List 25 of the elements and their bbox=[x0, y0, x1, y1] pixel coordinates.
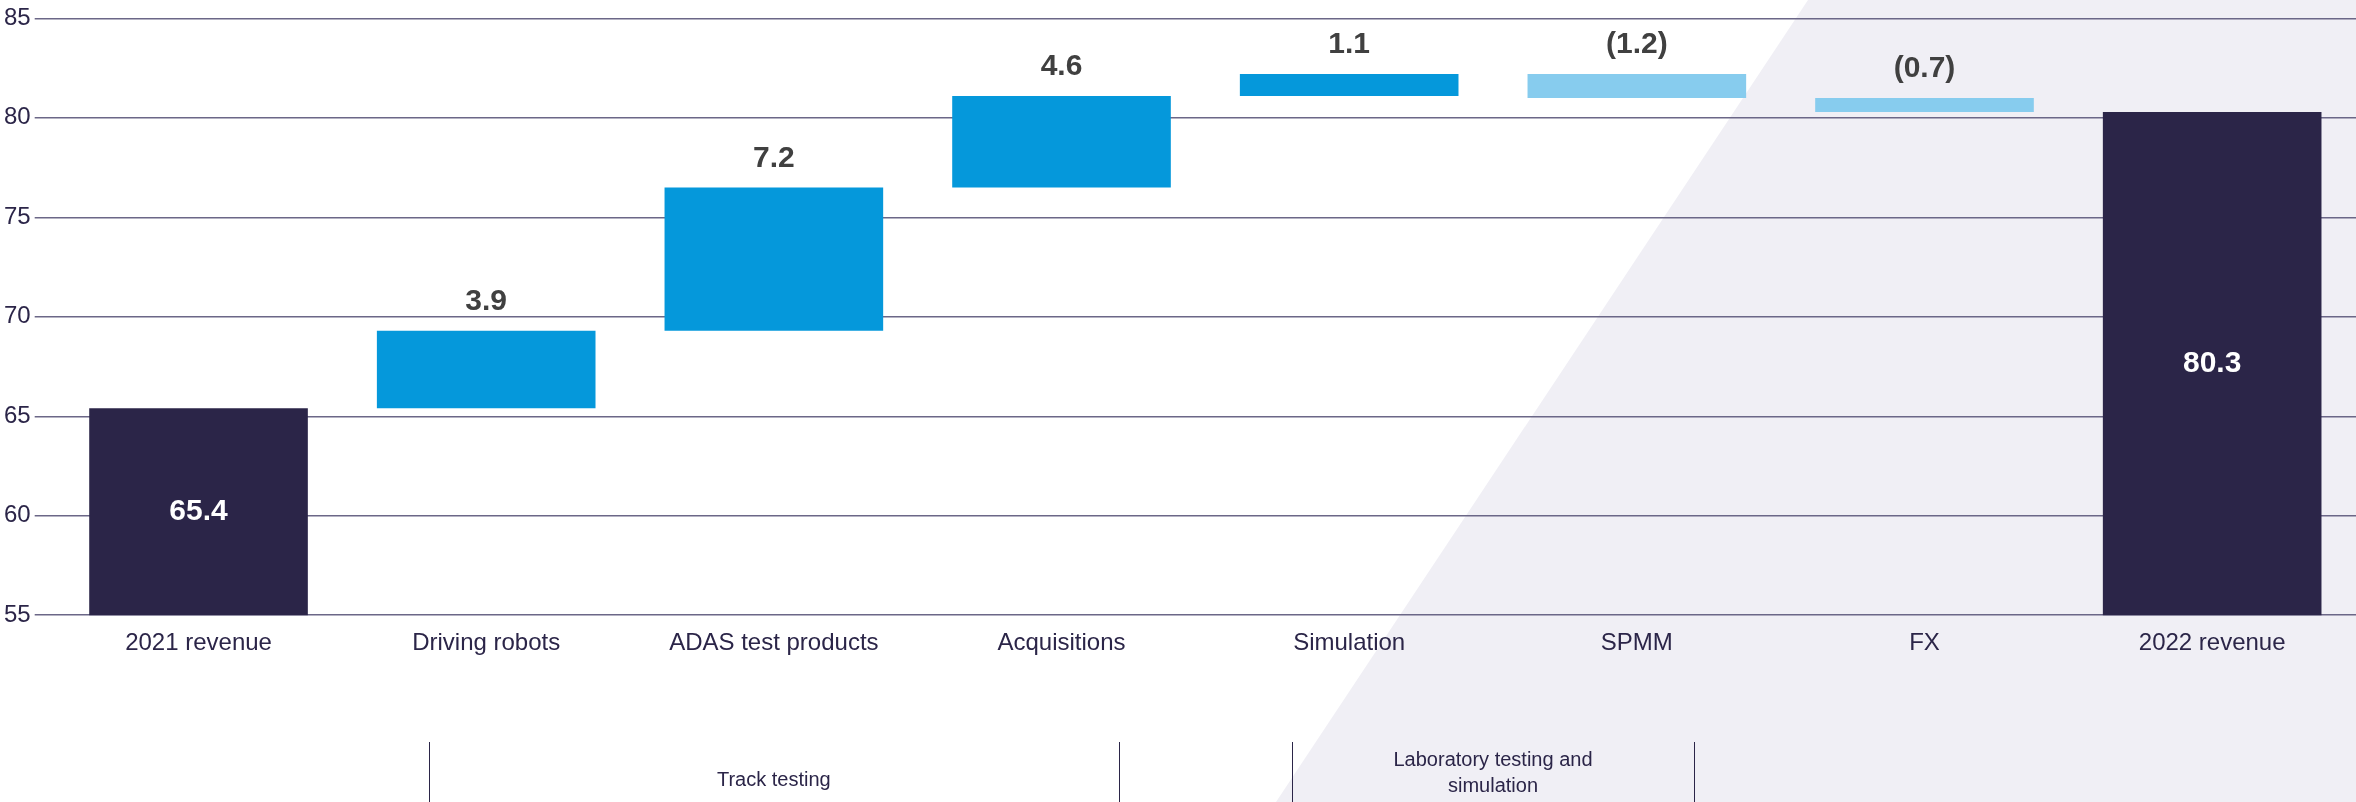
y-tick-label: 60 bbox=[3, 500, 31, 528]
y-tick-label: 55 bbox=[3, 599, 31, 627]
x-tick-label: SPMM bbox=[1600, 628, 1673, 656]
data-label: 7.2 bbox=[752, 139, 795, 173]
x-tick-label: FX bbox=[1909, 628, 1940, 656]
x-tick-label: Driving robots bbox=[412, 628, 561, 656]
data-label: 3.9 bbox=[465, 282, 508, 316]
y-tick-label: 70 bbox=[3, 301, 31, 329]
data-label: (0.7) bbox=[1893, 50, 1956, 84]
y-tick-label: 80 bbox=[3, 102, 31, 130]
x-tick-label: ADAS test products bbox=[669, 628, 879, 656]
data-label: 80.3 bbox=[2182, 344, 2242, 378]
text: Laboratory testing and simulation bbox=[1392, 747, 1594, 798]
text: Track testing bbox=[715, 767, 832, 792]
y-tick-label: 85 bbox=[3, 3, 31, 31]
y-tick-label: 75 bbox=[3, 201, 31, 229]
data-label: (1.2) bbox=[1606, 26, 1668, 60]
data-label: 65.4 bbox=[169, 493, 229, 527]
x-tick-label: Simulation bbox=[1293, 628, 1406, 656]
y-tick-label: 65 bbox=[3, 400, 31, 428]
x-tick-label: 2021 revenue bbox=[125, 628, 272, 656]
data-label: 4.6 bbox=[1040, 48, 1083, 82]
x-tick-label: Acquisitions bbox=[997, 628, 1126, 656]
x-tick-label: 2022 revenue bbox=[2138, 628, 2286, 656]
data-label: 1.1 bbox=[1328, 26, 1371, 60]
